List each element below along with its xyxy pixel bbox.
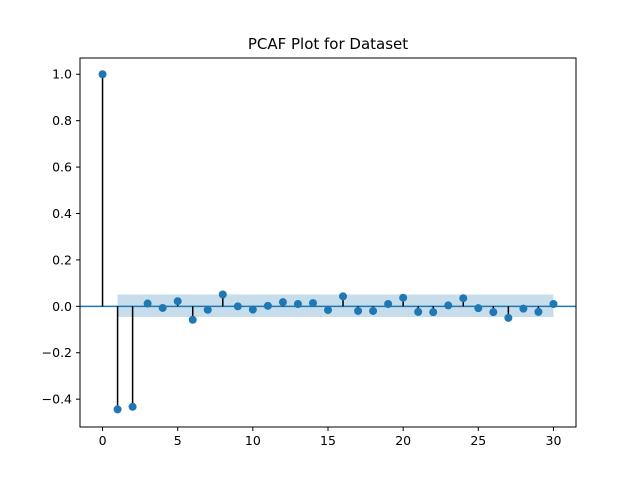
point-lag-2 — [128, 402, 137, 411]
point-lag-10 — [248, 305, 257, 314]
y-tick-label-6: −0.2 — [42, 345, 72, 360]
point-lag-11 — [263, 301, 272, 310]
y-tick-label-0: 1.0 — [52, 67, 72, 82]
point-lag-3 — [143, 299, 152, 308]
point-lag-25 — [474, 304, 483, 313]
y-tick-label-4: 0.2 — [52, 252, 72, 267]
point-lag-29 — [534, 307, 543, 316]
plot-frame — [79, 57, 577, 428]
point-lag-15 — [324, 306, 332, 315]
point-lag-21 — [414, 307, 423, 316]
point-lag-20 — [399, 293, 408, 302]
x-tick-label-15: 15 — [320, 433, 336, 448]
point-lag-18 — [369, 306, 378, 315]
x-tick-label-30: 30 — [546, 433, 562, 448]
point-lag-24 — [459, 294, 468, 303]
point-lag-12 — [278, 298, 287, 307]
point-lag-17 — [354, 306, 363, 315]
y-tick-label-3: 0.4 — [52, 206, 72, 221]
x-tick-label-5: 5 — [174, 433, 182, 448]
x-tick-label-0: 0 — [99, 433, 107, 448]
point-lag-22 — [429, 308, 438, 317]
point-lag-26 — [489, 308, 498, 317]
point-lag-6 — [188, 315, 197, 324]
point-lag-30 — [549, 300, 558, 308]
y-tick-label-2: 0.6 — [52, 160, 72, 175]
point-lag-28 — [519, 304, 528, 313]
point-lag-0 — [98, 70, 107, 79]
point-lag-5 — [173, 297, 182, 306]
point-lag-19 — [384, 300, 393, 308]
point-lag-16 — [339, 292, 348, 301]
y-tick-label-5: 0.0 — [52, 299, 72, 314]
point-lag-4 — [158, 303, 167, 312]
point-lag-23 — [444, 301, 453, 310]
chart-title: PCAF Plot for Dataset — [248, 35, 408, 53]
x-tick-label-10: 10 — [245, 433, 261, 448]
x-tick-label-25: 25 — [470, 433, 486, 448]
point-lag-14 — [308, 299, 317, 308]
point-lag-1 — [113, 405, 122, 414]
point-lag-7 — [203, 305, 212, 314]
x-tick-label-20: 20 — [395, 433, 411, 448]
point-lag-13 — [293, 300, 302, 308]
point-lag-9 — [233, 302, 242, 311]
y-tick-label-7: −0.4 — [42, 392, 72, 407]
y-tick-label-1: 0.8 — [52, 113, 72, 128]
point-lag-8 — [218, 290, 227, 299]
point-lag-27 — [504, 313, 513, 322]
